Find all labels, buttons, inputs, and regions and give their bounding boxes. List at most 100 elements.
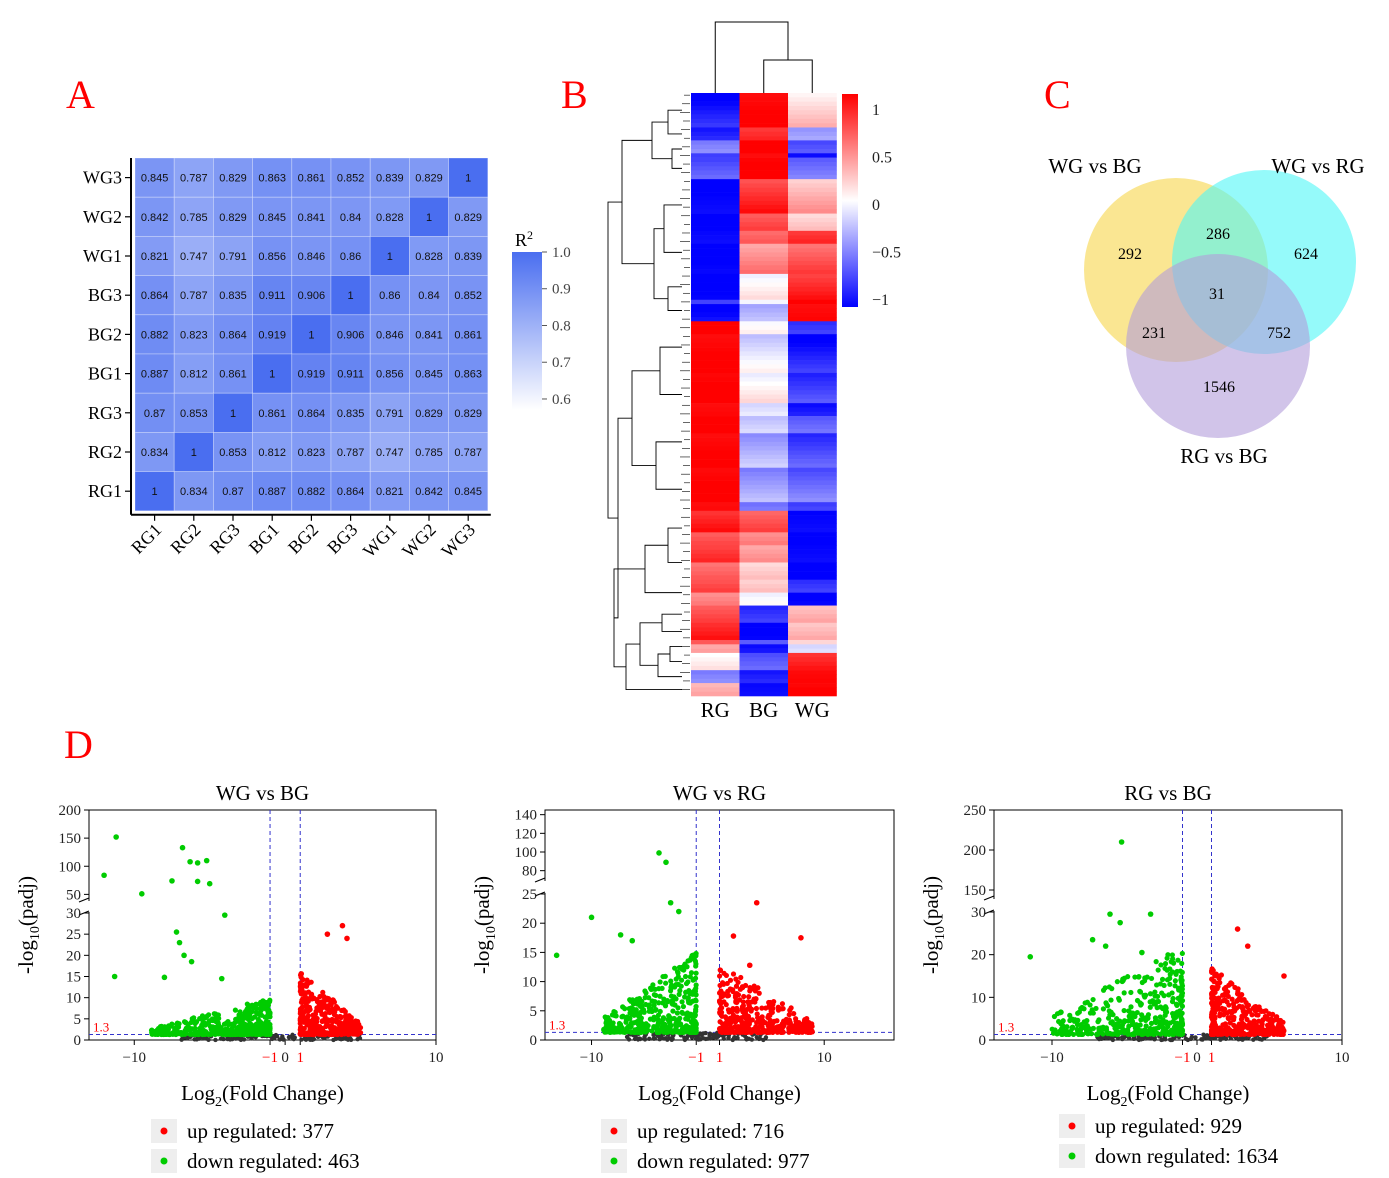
heatmap-cell [788,256,837,262]
up-regulated-point [320,1000,326,1006]
down-regulated-point [221,912,228,918]
up-regulated-point [1244,943,1251,949]
heatmap-cell [788,644,837,649]
heatmap-cell-value: 0.864 [219,329,247,341]
heatmap-cell [691,687,740,692]
down-regulated-point [1173,1030,1180,1036]
heatmap-cell [788,148,837,154]
heatmap-cell-value: 0.839 [376,173,404,185]
down-regulated-point [675,908,682,915]
heatmap-cell [788,420,837,425]
not-significant-point [657,1035,663,1040]
not-significant-point [721,1036,726,1041]
up-regulated-point [725,988,731,994]
up-regulated-point [775,1004,781,1010]
down-regulated-point [1162,961,1169,967]
heatmap-cell [691,295,740,301]
heatmap-cell-value: 0.852 [454,290,482,302]
up-regulated-point [1241,997,1247,1003]
down-regulated-point [643,990,649,996]
heatmap-cell [691,93,740,98]
heatmap-cell [691,114,740,120]
heatmap-cell [739,364,789,369]
down-regulated-point [1050,1030,1057,1036]
heatmap-cell [788,368,837,374]
heatmap-cell [739,153,789,158]
heatmap-cell [788,528,837,533]
column-label: BG [749,698,778,722]
y-axis-label: -log10(padj) [14,876,43,974]
y-tick-label: BG1 [88,364,122,384]
up-regulated-point [755,1015,761,1021]
up-regulated-point [765,1014,771,1021]
down-regulated-point [617,1029,623,1035]
up-regulated-point [779,1021,785,1027]
up-regulated-point [1218,1030,1224,1037]
down-regulated-point [1159,1021,1165,1027]
heatmap-cell [739,355,789,361]
up-regulated-point [331,999,338,1005]
heatmap-cell [739,489,789,494]
down-regulated-point [1102,943,1109,949]
heatmap-cell-value: 0.919 [258,329,286,341]
up-regulated-point [774,1024,781,1030]
heatmap-cell-value: 0.864 [141,290,169,302]
up-regulated-point [798,1029,804,1035]
heatmap-cell-value: 0.791 [219,251,247,263]
up-regulated-point [304,1031,310,1037]
up-regulated-point [302,1017,308,1023]
heatmap-cell [739,553,789,559]
heatmap-cell [691,286,740,292]
heatmap-cell-value: 1 [348,290,354,302]
heatmap-cell [739,459,789,464]
plot-frame [88,809,437,1041]
heatmap-cell [691,329,740,335]
not-significant-point [701,1036,706,1041]
heatmap-cell [691,260,740,266]
up-regulated-point [1212,1030,1218,1037]
down-regulated-point [646,1005,652,1011]
colorbar-tick-label: −0.5 [872,245,901,262]
y-tick-label: 20 [66,948,81,964]
down-regulated-point [649,998,655,1004]
not-significant-point [331,1037,336,1043]
up-regulated-point [1234,926,1241,932]
heatmap-cell [739,644,789,649]
heatmap-cell [788,304,837,309]
down-regulated-point [623,1017,629,1023]
heatmap-cell-value: 0.86 [340,251,361,263]
heatmap-cell [788,174,837,180]
panel-label-c: C [1044,72,1071,117]
heatmap-cell-value: 0.787 [337,447,365,459]
heatmap-cell [212,196,253,237]
down-regulated-point [1117,919,1123,926]
heatmap-cell [788,588,837,593]
up-regulated-point [742,1029,748,1035]
heatmap-cell [252,275,293,316]
heatmap-cell [788,553,837,559]
down-regulated-point [662,973,668,979]
down-regulated-point [169,878,175,884]
heatmap-cell [788,187,837,193]
x-tick-label: WG1 [359,519,401,561]
up-regulated-point [746,1001,752,1008]
heatmap-cell [788,235,837,240]
up-regulated-point [330,1018,336,1025]
heatmap-cell [691,166,740,171]
heatmap-cell-value: 0.906 [298,290,326,302]
down-regulated-point [651,1002,657,1008]
heatmap-cell [691,351,740,357]
venn-diagram: WG vs BG WG vs RG RG vs BG 292 624 1546 286 231… [1048,154,1364,468]
heatmap-cell [691,222,740,227]
up-regulated-point [339,1007,345,1014]
down-regulated-point [1128,1004,1134,1010]
heatmap-cell [691,437,740,443]
heatmap-cell [691,144,740,150]
not-significant-point [1163,1037,1168,1042]
y-tick-label: 10 [522,975,537,991]
heatmap-cell [691,670,740,675]
up-regulated-point [1247,1008,1253,1014]
not-significant-point [235,1036,240,1041]
down-regulated-point [672,965,678,971]
up-regulated-point [718,1001,724,1007]
